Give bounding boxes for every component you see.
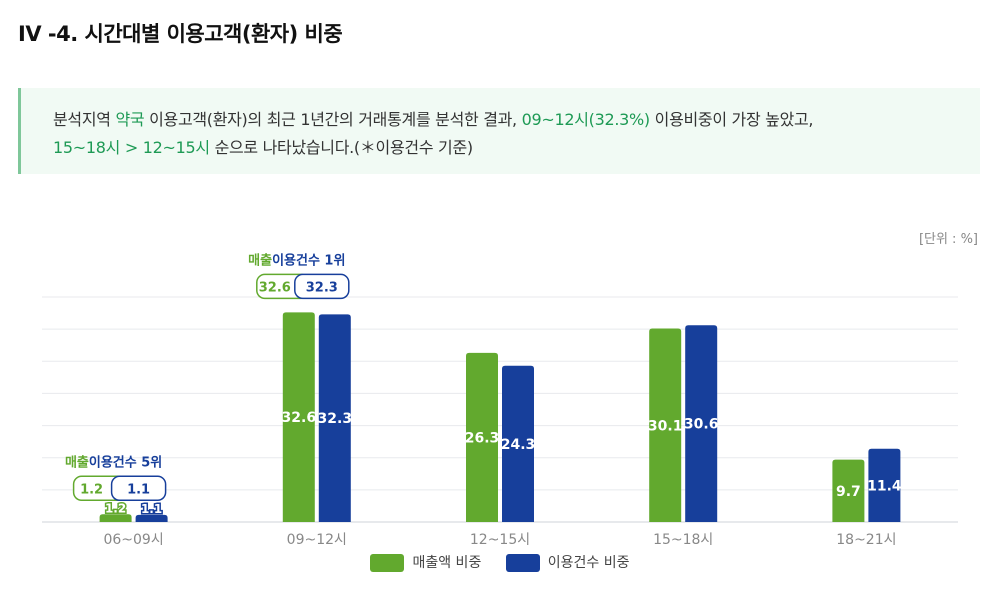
- rank-annotation-title: 매출이용건수 5위: [65, 454, 162, 470]
- bar-count: [135, 514, 168, 522]
- legend-label-sales: 매출액 비중: [412, 555, 482, 571]
- summary-line-2-segment-1: 순으로 나타났습니다.(＊이용건수 기준): [209, 138, 474, 157]
- legend-swatch-count: [505, 554, 540, 572]
- data-label-count: 30.6: [684, 417, 719, 433]
- bar-sales: [466, 352, 498, 522]
- data-label-count: 24.3: [501, 437, 536, 453]
- bar-sales: [99, 514, 132, 522]
- x-tick-label: 12~15시: [470, 532, 530, 548]
- legend-item-count: 이용건수 비중: [505, 552, 630, 572]
- bar-count: [502, 365, 534, 522]
- rank-value-sales: 32.6: [259, 280, 291, 295]
- summary-line-1: 분석지역 약국 이용고객(환자)의 최근 1년간의 거래통계를 분석한 결과, …: [53, 106, 814, 130]
- unit-label: [단위 : %]: [918, 232, 978, 247]
- summary-box: 분석지역 약국 이용고객(환자)의 최근 1년간의 거래통계를 분석한 결과, …: [18, 88, 980, 174]
- rank-box-count: [294, 273, 350, 300]
- data-label-count: 11.4: [867, 478, 902, 494]
- data-label-count: 32.3: [318, 411, 353, 427]
- summary-line-2: 15~18시 > 12~15시 순으로 나타났습니다.(＊이용건수 기준): [53, 134, 473, 158]
- x-tick-label: 09~12시: [287, 532, 347, 548]
- legend-item-sales: 매출액 비중: [370, 552, 481, 572]
- rank-value-count: 32.3: [306, 280, 338, 295]
- bar-count: [868, 448, 901, 522]
- rank-annotation-title: 매출이용건수 1위: [248, 252, 345, 268]
- data-label-sales: 30.1: [648, 418, 683, 434]
- rank-value-count: 1.1: [127, 482, 150, 497]
- bar-count: [685, 325, 718, 522]
- legend-label-count: 이용건수 비중: [547, 555, 630, 571]
- legend-swatch-sales: [370, 554, 405, 572]
- bar-count: [318, 314, 351, 522]
- summary-line-2-segment-0: 15~18시 > 12~15시: [53, 138, 210, 157]
- data-label-sales: 9.7: [836, 484, 861, 500]
- data-label-sales: 26.3: [465, 430, 500, 446]
- data-label-sales: 32.6: [282, 410, 317, 426]
- data-label-count: 1.1: [141, 502, 162, 516]
- rank-value-sales: 1.2: [80, 482, 103, 497]
- x-tick-label: 18~21시: [836, 532, 896, 548]
- data-label-sales: 1.2: [105, 501, 126, 515]
- summary-line-1-segment-1: 약국: [115, 110, 145, 129]
- summary-line-1-segment-4: 이용비중이 가장 높았고,: [649, 110, 814, 129]
- page-title: IV -4. 시간대별 이용고객(환자) 비중: [18, 22, 343, 46]
- bar-sales: [649, 328, 682, 522]
- chart-legend: 매출액 비중 이용건수 비중: [0, 552, 1000, 572]
- bar-sales: [832, 459, 865, 522]
- bar-sales: [282, 312, 315, 522]
- rank-box-count: [110, 475, 167, 502]
- x-tick-label: 06~09시: [103, 532, 163, 548]
- summary-line-1-segment-0: 분석지역: [53, 110, 116, 129]
- summary-line-1-segment-2: 이용고객(환자)의 최근 1년간의 거래통계를 분석한 결과,: [144, 110, 522, 129]
- x-tick-label: 15~18시: [653, 532, 713, 548]
- summary-line-1-segment-3: 09~12시(32.3%): [521, 110, 651, 129]
